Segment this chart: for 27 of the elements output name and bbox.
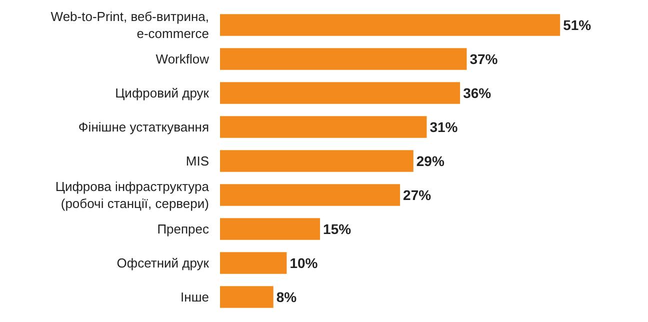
bar: [220, 14, 560, 36]
data-label: 15%: [323, 221, 352, 237]
data-label: 29%: [416, 153, 445, 169]
y-tick-label: Фінішне устаткування: [78, 120, 209, 135]
y-tick-label: Офсетний друк: [116, 256, 210, 271]
y-tick-label: MIS: [186, 154, 210, 169]
y-tick-label: Препрес: [157, 222, 210, 237]
y-tick-label: Цифровий друк: [115, 86, 210, 101]
bar: [220, 82, 460, 104]
data-label: 31%: [430, 119, 458, 135]
y-tick-label: Цифрова інфраструктура (робочі станції, сервери): [55, 179, 210, 211]
bar: [220, 286, 274, 308]
bar: [220, 116, 427, 138]
y-tick-label: Workflow: [156, 52, 210, 67]
data-label: 10%: [290, 255, 318, 271]
y-tick-label: Інше: [180, 290, 209, 305]
data-label: 51%: [563, 17, 592, 33]
bar: [220, 252, 287, 274]
data-label: 37%: [470, 51, 498, 67]
bar: [220, 150, 414, 172]
data-label: 27%: [403, 187, 432, 203]
data-label: 8%: [276, 289, 298, 305]
y-tick-label: Web-to-Print, веб-витрина, e-commerce: [50, 9, 209, 41]
bar: [220, 48, 467, 70]
data-label: 36%: [463, 85, 492, 101]
bar: [220, 218, 320, 240]
bar: [220, 184, 400, 206]
